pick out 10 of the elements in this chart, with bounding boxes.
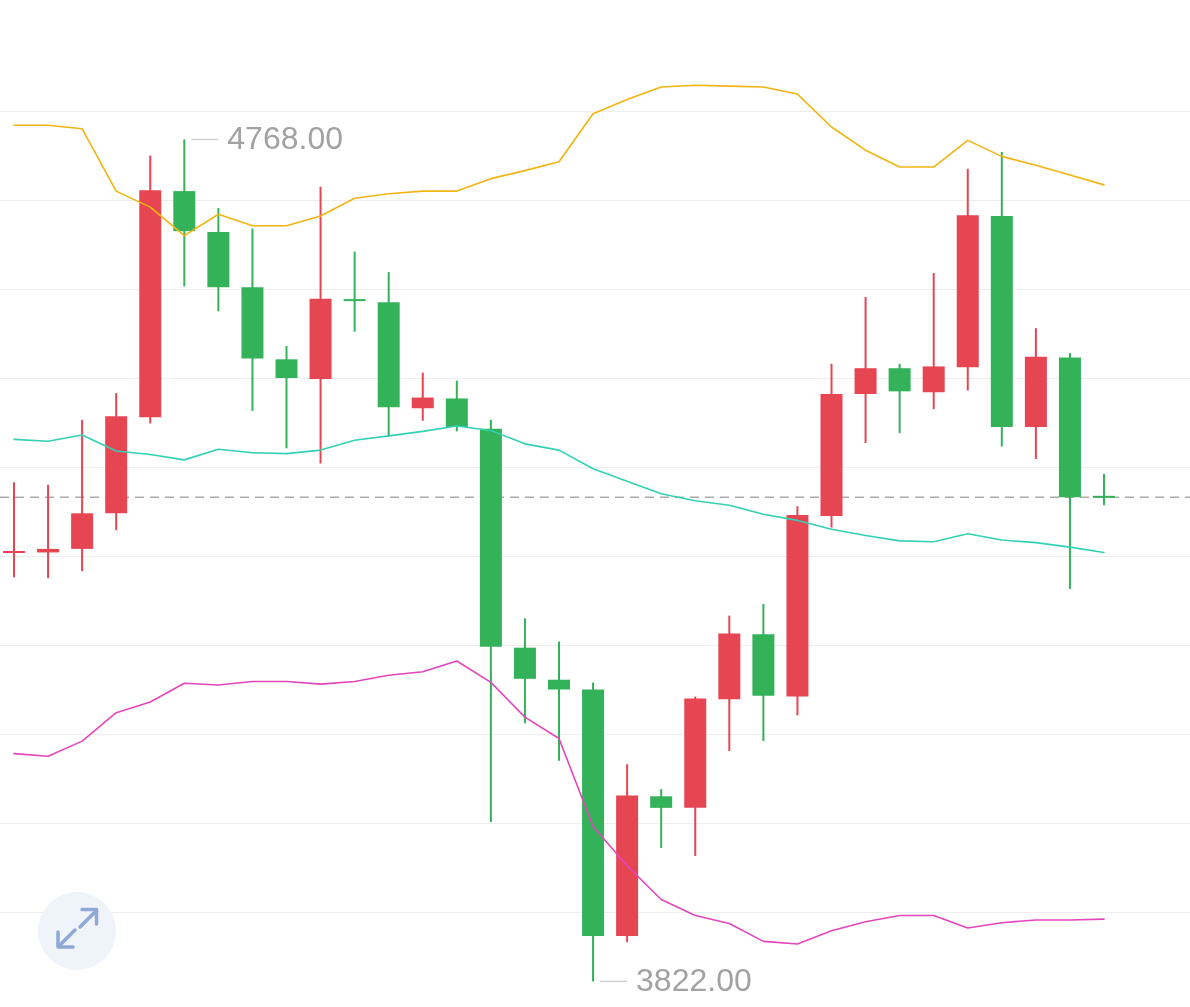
- candlestick: [548, 640, 570, 762]
- candlestick: [3, 481, 25, 579]
- annotation: 4768.00: [227, 120, 343, 157]
- candlestick: [650, 788, 673, 849]
- candlestick: [343, 250, 366, 333]
- candlestick: [411, 371, 434, 422]
- candlestick: [275, 344, 298, 450]
- annotation: 3822.00: [636, 962, 752, 999]
- candlestick: [888, 362, 911, 435]
- candlestick: [1093, 473, 1115, 507]
